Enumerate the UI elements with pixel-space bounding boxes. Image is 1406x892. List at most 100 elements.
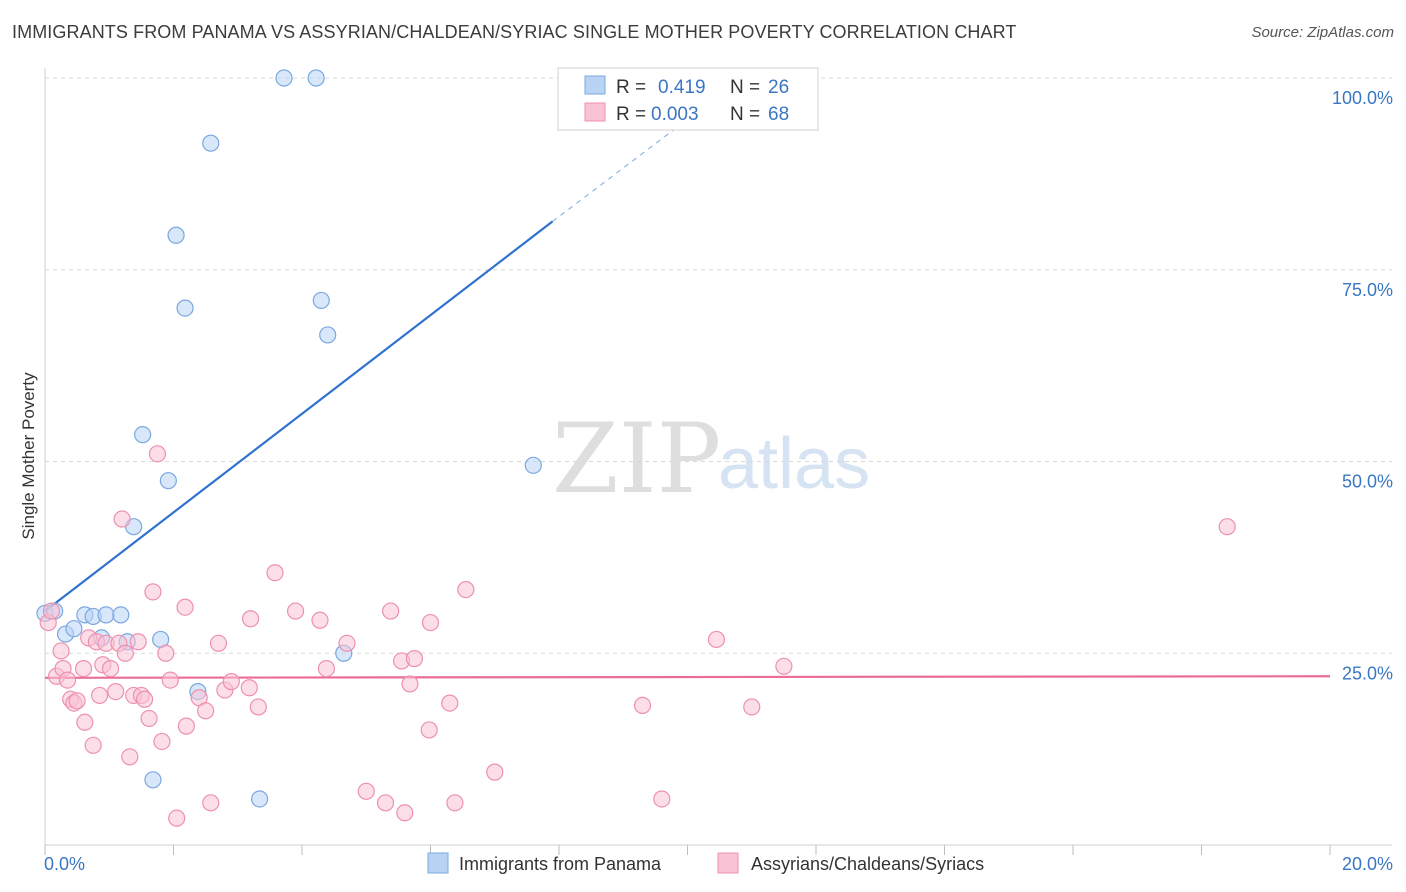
assyrian-point-52 — [382, 602, 400, 620]
assyrian-point-60 — [446, 794, 464, 812]
assyrian-point-44 — [249, 698, 267, 716]
assyrian-point-57 — [420, 721, 438, 739]
panama-point-0 — [275, 69, 293, 87]
trend-lines — [44, 104, 1331, 679]
panama-point-10 — [524, 456, 542, 474]
assyrian-point-46 — [286, 602, 305, 620]
assyrian-point-24 — [129, 633, 147, 651]
legend-r-label-2: R = — [616, 104, 646, 125]
gridlines — [45, 77, 1392, 654]
assyrian-point-51 — [376, 794, 395, 812]
assyrian-point-28 — [144, 583, 162, 601]
assyrian-point-38 — [202, 794, 220, 812]
assyrian-point-12 — [84, 736, 102, 754]
assyrian-point-22 — [121, 748, 139, 766]
assyrian-point-43 — [242, 610, 260, 628]
watermark-atlas: atlas — [718, 424, 870, 504]
legend-n-value-1: 26 — [768, 77, 789, 98]
assyrian-point-8 — [68, 692, 86, 710]
assyrian-point-1 — [42, 602, 61, 620]
legend-box: R = 0.419 N = 26 R = 0.003 N = 68 — [557, 67, 819, 131]
bottom-legend-swatch-blue — [427, 852, 449, 874]
assyrian-point-20 — [113, 510, 131, 528]
assyrian-point-68 — [1218, 518, 1236, 536]
legend-swatch-blue — [584, 75, 606, 95]
panama-point-14 — [65, 620, 83, 638]
y-axis-title: Single Mother Poverty — [19, 372, 38, 540]
panama-point-6 — [319, 326, 337, 344]
legend-n-label-2: N = — [730, 104, 760, 125]
assyrian-point-9 — [74, 659, 93, 678]
panama-point-3 — [167, 226, 185, 244]
assyrian-point-62 — [486, 763, 504, 781]
assyrian-point-27 — [140, 709, 158, 728]
assyrian-point-64 — [653, 790, 671, 808]
assyrian-point-30 — [153, 732, 171, 751]
assyrian-point-45 — [266, 564, 284, 582]
assyrian-trend-line — [44, 675, 1331, 679]
bottom-legend: Immigrants from Panama Assyrians/Chaldea… — [427, 852, 984, 874]
assyrian-point-26 — [135, 690, 154, 708]
assyrian-point-50 — [357, 782, 375, 800]
legend-n-label-1: N = — [730, 77, 760, 98]
assyrian-point-47 — [311, 611, 329, 629]
assyrian-point-48 — [317, 659, 336, 678]
panama-point-18 — [97, 606, 115, 624]
legend-r-label-1: R = — [616, 77, 646, 98]
assyrian-point-21 — [116, 644, 134, 662]
assyrian-point-59 — [441, 694, 459, 712]
axes — [44, 68, 1392, 855]
assyrian-point-35 — [177, 717, 195, 735]
data-points — [36, 69, 1236, 827]
assyrian-point-65 — [707, 630, 726, 649]
x-tick-label-start: 0.0% — [44, 854, 85, 874]
panama-point-1 — [307, 69, 325, 87]
panama-point-7 — [134, 426, 152, 444]
assyrian-point-32 — [161, 671, 179, 689]
assyrian-point-55 — [401, 675, 419, 693]
bottom-legend-swatch-pink — [717, 852, 739, 874]
y-tick-label-50: 50.0% — [1342, 472, 1393, 492]
assyrian-point-66 — [743, 698, 761, 716]
panama-trend-line — [44, 220, 554, 612]
legend-swatch-pink — [584, 102, 606, 122]
tick-labels: 100.0% 75.0% 50.0% 25.0% 0.0% 20.0% — [44, 88, 1393, 874]
legend-r-value-2: 0.003 — [651, 104, 699, 125]
panama-point-5 — [312, 291, 330, 310]
bottom-legend-label-2: Assyrians/Chaldeans/Syriacs — [751, 854, 984, 874]
assyrian-point-67 — [775, 657, 793, 675]
assyrian-point-42 — [240, 679, 258, 697]
panama-point-19 — [112, 606, 130, 624]
y-tick-label-100: 100.0% — [1332, 88, 1393, 108]
assyrian-point-29 — [148, 445, 167, 463]
chart-title: IMMIGRANTS FROM PANAMA VS ASSYRIAN/CHALD… — [12, 22, 1017, 42]
assyrian-point-56 — [405, 650, 424, 668]
y-tick-label-25: 25.0% — [1342, 663, 1393, 683]
assyrian-point-14 — [91, 686, 109, 705]
x-tick-label-end: 20.0% — [1342, 854, 1393, 874]
panama-point-8 — [159, 472, 177, 490]
source-label: Source: ZipAtlas.com — [1251, 24, 1394, 41]
panama-point-2 — [202, 134, 220, 152]
assyrian-point-49 — [338, 634, 356, 652]
panama-point-24 — [144, 771, 162, 789]
assyrian-point-63 — [633, 696, 652, 715]
assyrian-point-10 — [76, 713, 94, 731]
assyrian-point-39 — [209, 634, 228, 652]
panama-point-4 — [176, 299, 194, 317]
assyrian-point-61 — [457, 580, 475, 599]
y-tick-label-75: 75.0% — [1342, 280, 1393, 300]
assyrian-point-37 — [197, 702, 215, 720]
assyrian-point-18 — [107, 682, 125, 701]
assyrian-point-3 — [52, 642, 70, 660]
assyrian-point-33 — [168, 809, 186, 827]
watermark-zip: ZIP — [552, 403, 721, 515]
assyrian-point-17 — [101, 659, 120, 678]
legend-r-value-1: 0.419 — [658, 77, 706, 98]
assyrian-point-54 — [396, 804, 414, 822]
bottom-legend-label-1: Immigrants from Panama — [459, 854, 662, 874]
assyrian-point-31 — [157, 644, 175, 662]
assyrian-point-34 — [176, 598, 194, 616]
assyrian-point-41 — [222, 673, 240, 691]
